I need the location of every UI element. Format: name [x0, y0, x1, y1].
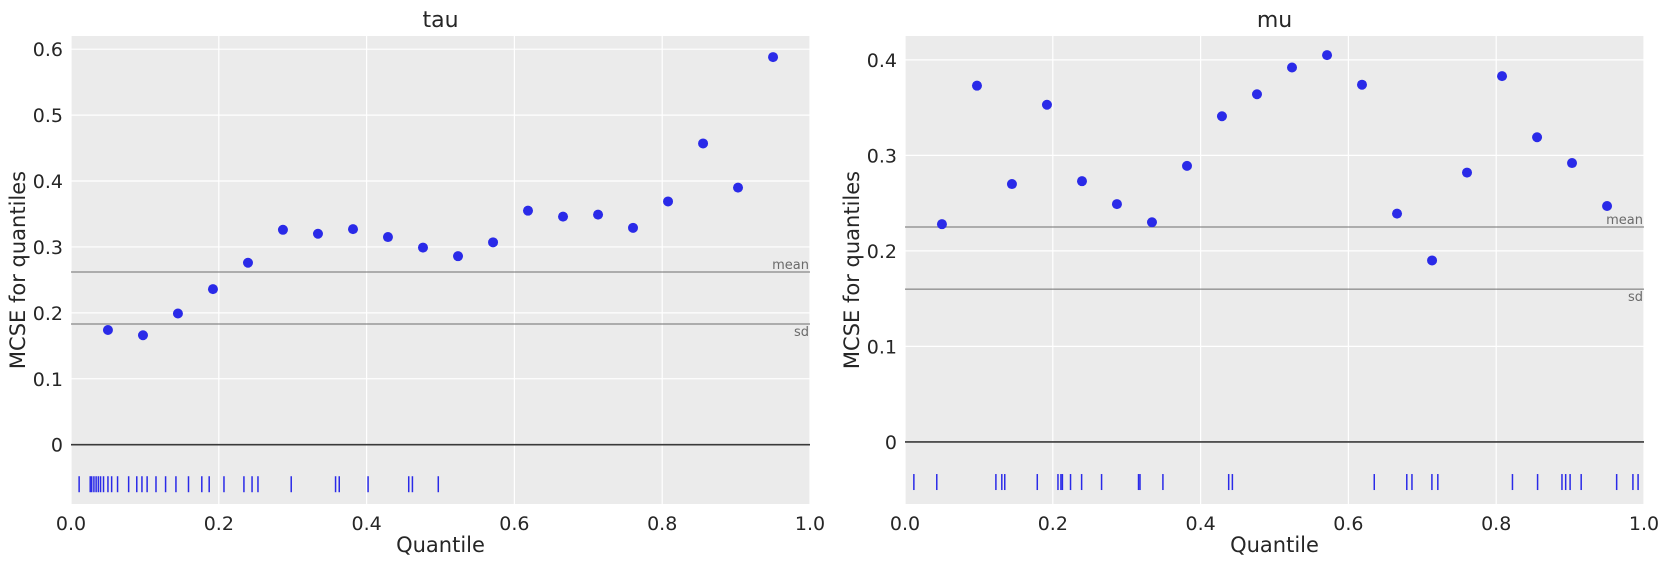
rug-marks: [913, 474, 1639, 491]
x-tick-label: 0.8: [1481, 513, 1511, 535]
x-tick-label: 0.2: [204, 513, 234, 535]
x-tick-labels: 0.0 0.2 0.4 0.6 0.8 1.0: [56, 513, 825, 535]
data-point: [1216, 111, 1227, 122]
data-point: [1041, 99, 1052, 110]
data-point: [663, 196, 674, 207]
data-point: [1497, 71, 1508, 82]
y-tick-label: 0.4: [867, 50, 897, 72]
y-tick-label: 0.5: [33, 105, 63, 127]
panel-title: tau: [422, 8, 458, 33]
plot-background: [71, 36, 810, 504]
data-point: [1322, 50, 1333, 61]
data-point: [488, 237, 499, 248]
x-axis-label: Quantile: [396, 533, 485, 557]
x-tick-label: 0.6: [499, 513, 529, 535]
data-point: [1532, 132, 1543, 143]
y-tick-label: 0.3: [33, 237, 63, 259]
data-point: [1182, 160, 1193, 171]
ref-label-sd: sd: [794, 325, 809, 340]
data-point: [1462, 167, 1473, 178]
data-point: [417, 242, 428, 253]
reference-lines: mean sd: [905, 213, 1644, 305]
y-tick-label: 0.1: [33, 369, 63, 391]
data-point: [1427, 255, 1438, 266]
y-tick-labels: 0 0.1 0.2 0.3 0.4: [867, 50, 897, 454]
plot-background: [905, 36, 1644, 504]
data-point: [207, 284, 218, 295]
data-points: [102, 52, 779, 341]
y-axis-label: MCSE for quantiles: [840, 171, 864, 369]
y-tick-label: 0.2: [867, 241, 897, 263]
x-tick-label: 1.0: [795, 513, 825, 535]
y-tick-label: 0.1: [867, 336, 897, 358]
data-point: [172, 308, 183, 319]
y-tick-label: 0.6: [33, 39, 63, 61]
data-point: [698, 138, 709, 149]
data-point: [1111, 199, 1122, 210]
x-tick-label: 0.0: [56, 513, 86, 535]
data-point: [733, 182, 744, 193]
y-tick-label: 0: [885, 432, 897, 454]
data-point: [1006, 179, 1017, 190]
data-point: [277, 224, 288, 235]
x-tick-label: 1.0: [1629, 513, 1659, 535]
data-point: [312, 228, 323, 239]
ref-label-mean: mean: [772, 258, 809, 273]
data-point: [1567, 158, 1578, 169]
data-point: [1287, 62, 1298, 73]
y-tick-labels: 0 0.1 0.2 0.3 0.4 0.5 0.6: [33, 39, 63, 456]
data-point: [522, 205, 533, 216]
data-point: [242, 257, 253, 268]
ref-label-mean: mean: [1606, 213, 1643, 228]
x-tick-label: 0.2: [1038, 513, 1068, 535]
data-point: [1392, 208, 1403, 219]
data-point: [936, 219, 947, 230]
y-tick-label: 0.3: [867, 145, 897, 167]
x-tick-label: 0.0: [890, 513, 920, 535]
data-point: [1076, 176, 1087, 187]
data-point: [382, 232, 393, 243]
data-point: [768, 52, 779, 63]
x-tick-label: 0.8: [647, 513, 677, 535]
grid-lines: [904, 36, 1645, 504]
data-points: [936, 50, 1613, 266]
grid-lines: [70, 36, 811, 504]
rug-marks: [78, 476, 440, 493]
ref-label-sd: sd: [1628, 290, 1643, 305]
x-tick-label: 0.6: [1333, 513, 1363, 535]
x-axis-label: Quantile: [1230, 533, 1319, 557]
data-point: [1146, 217, 1157, 228]
y-tick-label: 0: [51, 435, 63, 457]
data-point: [628, 222, 639, 233]
data-point: [453, 251, 464, 262]
y-tick-label: 0.4: [33, 171, 63, 193]
reference-lines: mean sd: [71, 258, 810, 340]
x-tick-label: 0.4: [1185, 513, 1215, 535]
x-tick-labels: 0.0 0.2 0.4 0.6 0.8 1.0: [890, 513, 1659, 535]
data-point: [558, 211, 569, 222]
data-point: [102, 324, 113, 335]
data-point: [1251, 89, 1262, 100]
data-point: [1602, 201, 1613, 212]
panel-title: mu: [1257, 8, 1292, 33]
data-point: [971, 80, 982, 91]
data-point: [137, 330, 148, 341]
data-point: [593, 209, 604, 220]
data-point: [1356, 79, 1367, 90]
y-axis-label: MCSE for quantiles: [6, 171, 30, 369]
y-tick-label: 0.2: [33, 303, 63, 325]
x-tick-label: 0.4: [351, 513, 381, 535]
data-point: [348, 224, 359, 235]
